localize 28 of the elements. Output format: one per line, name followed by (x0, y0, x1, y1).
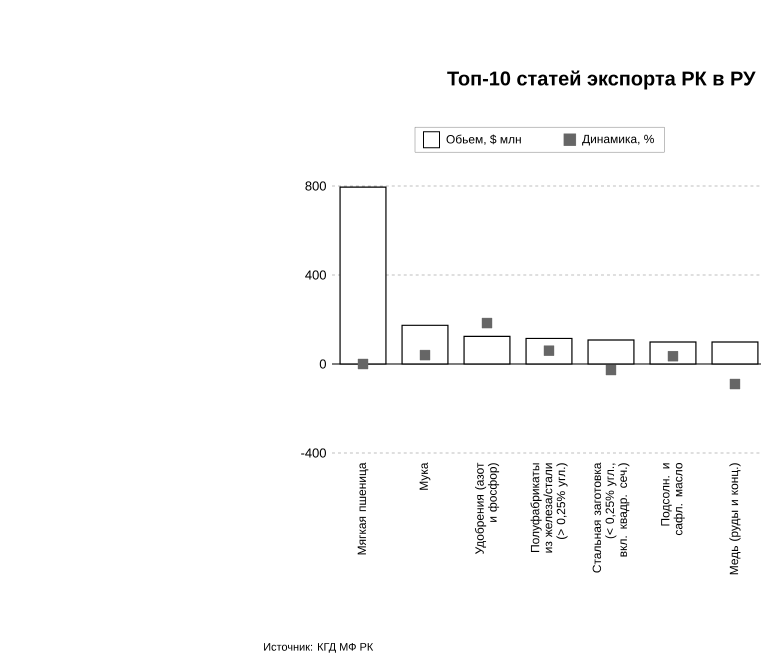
legend-label: Обьем, $ млн (446, 134, 521, 145)
bar (587, 339, 635, 365)
y-tick-label: 400 (305, 270, 326, 280)
y-tick-label: -400 (301, 448, 326, 458)
text: Источник: КГД МФ РК (264, 643, 374, 653)
x-tick-label: Удобрения (азот и фосфор) (474, 462, 500, 554)
chart-title: Топ-10 статей экспорта РК в РУ (447, 70, 756, 90)
point (668, 351, 678, 362)
point (606, 364, 616, 376)
bar (525, 338, 573, 365)
point (358, 358, 368, 370)
x-tick-label: Стальная заготовка (< 0,25% угл., вкл. квадр. сеч.) (592, 462, 630, 573)
x-tick-label: Мука (420, 462, 430, 490)
bar (711, 341, 759, 365)
point (544, 345, 554, 356)
x-tick-label: Подсолн. и сафл. масло (661, 463, 685, 536)
x-tick-label: Мягкая пшеница (358, 462, 368, 554)
x-tick-label: Полуфабрикаты из железа/стали (> 0,25% угл.) (530, 463, 568, 553)
point (420, 350, 430, 360)
y-tick-label: 800 (305, 181, 326, 191)
y-tick-label: 0 (320, 359, 326, 369)
point (730, 378, 740, 390)
point (482, 318, 492, 328)
bar (463, 336, 511, 365)
bar (339, 186, 387, 365)
bar (401, 324, 449, 365)
legend-label: Динамика, % (582, 134, 654, 146)
x-tick-label: Медь (руды и конц.) (729, 463, 741, 574)
